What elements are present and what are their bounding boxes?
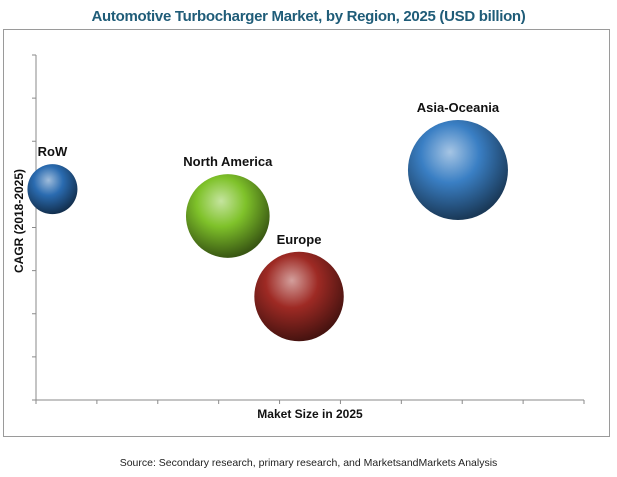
x-axis-title: Maket Size in 2025 bbox=[257, 407, 363, 421]
bubble-label-row: RoW bbox=[38, 144, 68, 159]
chart-title: Automotive Turbocharger Market, by Regio… bbox=[91, 8, 526, 25]
bubble-label-europe: Europe bbox=[277, 232, 322, 247]
bubble-asia-oceania bbox=[407, 120, 508, 220]
chart-frame bbox=[3, 29, 610, 437]
bubble-north-america bbox=[185, 174, 270, 258]
y-axis-title: CAGR (2018-2025) bbox=[12, 169, 26, 273]
bubble-label-asia-oceania: Asia-Oceania bbox=[417, 100, 500, 115]
bubble-europe bbox=[254, 251, 344, 342]
axes bbox=[32, 54, 585, 404]
bubble-row bbox=[27, 164, 78, 215]
bubble-chart: CAGR (2018-2025) Maket Size in 2025 RoW N… bbox=[12, 54, 585, 421]
bubble-layer: RoW North America Europe Asia-Oceania bbox=[27, 100, 508, 342]
source-note: Source: Secondary research, primary rese… bbox=[119, 457, 498, 469]
bubble-label-north-america: North America bbox=[183, 154, 273, 169]
